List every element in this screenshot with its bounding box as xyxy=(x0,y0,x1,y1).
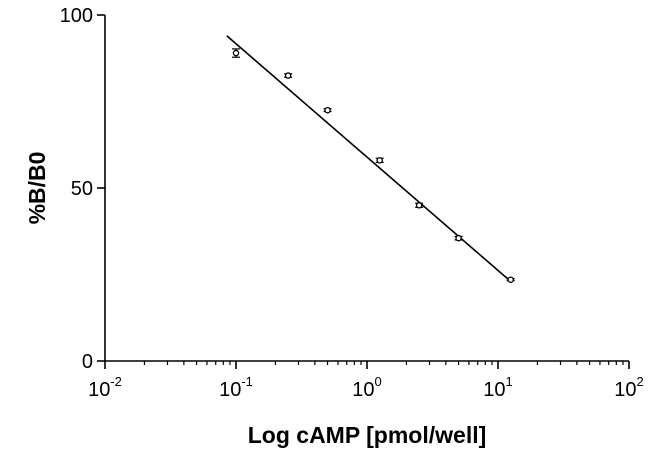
point-marker xyxy=(284,72,292,79)
point-marker xyxy=(376,157,383,164)
x-axis-title: Log cAMP [pmol/well] xyxy=(248,422,487,448)
data-point xyxy=(323,106,332,114)
axes: 10-2 10-1 100 101 102 0 50 100 xyxy=(60,5,644,401)
point-marker xyxy=(232,49,240,57)
x-tick-label: 101 xyxy=(483,374,512,401)
y-tick-label: 0 xyxy=(82,351,93,373)
x-tick-label: 100 xyxy=(352,374,381,401)
data-point xyxy=(232,48,240,58)
y-axis-title: %B/B0 xyxy=(24,152,50,225)
point-marker xyxy=(455,234,462,242)
data-points-layer xyxy=(232,48,515,283)
axis-labels: Log cAMP [pmol/well] %B/B0 xyxy=(24,152,486,448)
x-tick-label: 10-2 xyxy=(88,374,122,401)
point-marker xyxy=(415,202,423,209)
y-tick-label: 100 xyxy=(60,5,93,27)
data-point xyxy=(506,276,515,283)
x-tick-label: 10-1 xyxy=(219,374,253,401)
data-point xyxy=(454,234,463,242)
fit-line xyxy=(226,35,512,283)
data-point xyxy=(415,202,424,209)
data-point xyxy=(375,157,384,164)
data-point xyxy=(284,72,293,79)
y-tick-label: 50 xyxy=(71,178,93,200)
fit-line-layer xyxy=(226,35,512,283)
point-marker xyxy=(507,276,514,283)
point-marker xyxy=(324,106,331,114)
x-tick-label: 102 xyxy=(614,374,643,401)
